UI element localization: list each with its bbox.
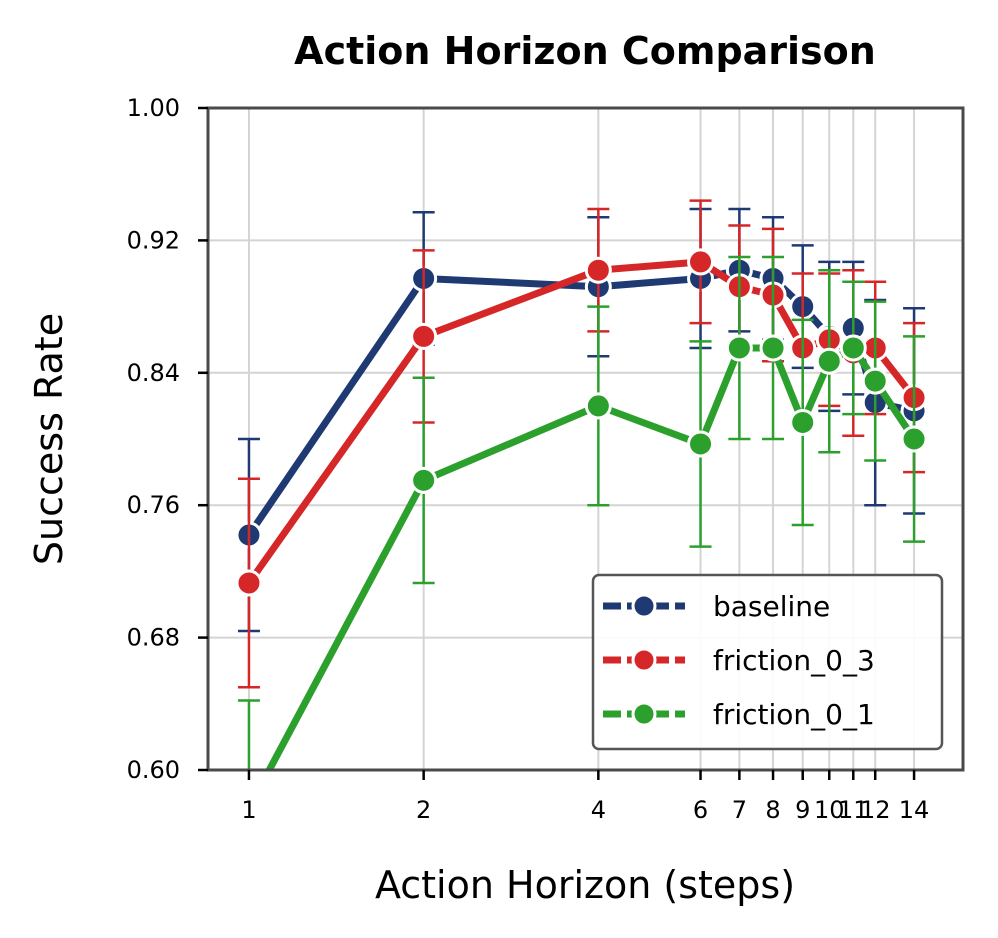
data-point (839, 334, 867, 362)
data-point (815, 347, 843, 375)
y-tick-label: 0.92 (127, 226, 180, 254)
x-tick-label: 9 (795, 796, 810, 824)
data-point (861, 367, 889, 395)
y-tick-label: 0.68 (127, 624, 180, 652)
x-axis-label: Action Horizon (steps) (375, 863, 795, 907)
x-tick-label: 11 (838, 796, 869, 824)
y-tick-label: 0.84 (127, 359, 180, 387)
legend-marker (631, 647, 657, 673)
series-friction_0_1 (237, 255, 928, 770)
y-tick-label: 1.00 (127, 94, 180, 122)
y-tick-label: 0.60 (127, 756, 180, 784)
x-tick-label: 4 (591, 796, 606, 824)
data-point (584, 392, 612, 420)
x-tick-label: 1 (241, 796, 256, 824)
legend-label: friction_0_1 (713, 698, 875, 731)
data-point (235, 569, 263, 597)
x-tick-label: 14 (899, 796, 930, 824)
y-axis-label: Success Rate (27, 313, 71, 565)
legend-box (591, 573, 944, 751)
x-tick-label: 6 (693, 796, 708, 824)
data-point (410, 466, 438, 494)
series-layer (235, 199, 928, 770)
data-point (584, 256, 612, 284)
data-point (900, 425, 928, 453)
data-point (725, 334, 753, 362)
legend-label: baseline (713, 590, 830, 623)
data-point (789, 408, 817, 436)
legend-label: friction_0_3 (713, 644, 875, 677)
data-point (687, 248, 715, 276)
legend-marker (631, 593, 657, 619)
plot-frame (206, 106, 965, 772)
x-tick-label: 7 (732, 796, 747, 824)
x-tick-label: 8 (765, 796, 780, 824)
x-tick-label: 12 (860, 796, 891, 824)
x-tick-label: 2 (416, 796, 431, 824)
legend-marker (631, 701, 657, 727)
data-point (759, 334, 787, 362)
legend: baseline friction_0_3 friction_0_1 (591, 573, 944, 751)
chart-title: Action Horizon Comparison (294, 29, 876, 73)
data-point (687, 430, 715, 458)
data-point (410, 322, 438, 350)
x-tick-label: 10 (814, 796, 845, 824)
y-tick-label: 0.76 (127, 491, 180, 519)
